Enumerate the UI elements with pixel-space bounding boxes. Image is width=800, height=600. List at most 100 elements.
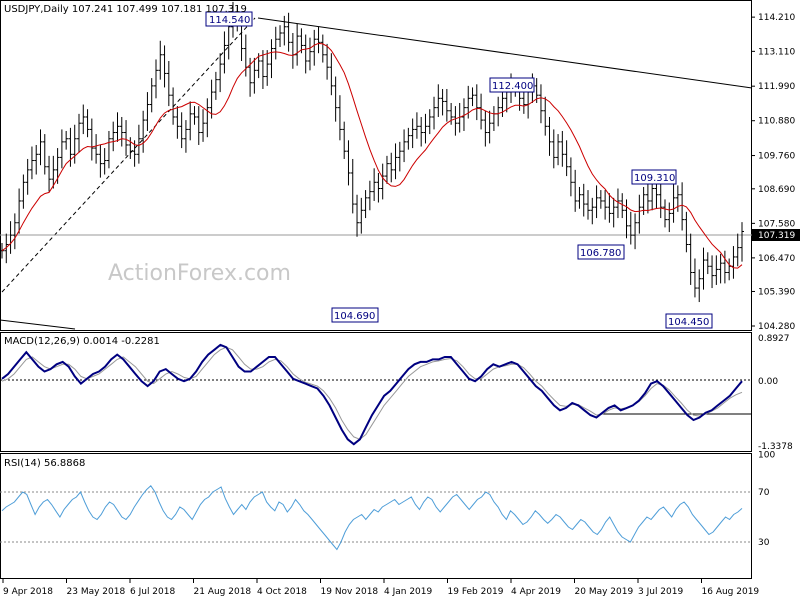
price-bar <box>393 143 398 180</box>
price-bar <box>449 102 454 125</box>
price-bar <box>568 157 573 197</box>
price-bar <box>171 87 176 125</box>
price-bar <box>192 106 197 125</box>
price-bar <box>115 112 120 142</box>
price-bar <box>560 130 565 167</box>
price-bar <box>350 158 355 214</box>
macd-y-axis: 0.8927 0.00 -1.3378 <box>758 334 793 452</box>
macd-y-tick-label: -1.3378 <box>758 442 793 452</box>
price-bar <box>4 233 9 264</box>
price-bar <box>179 112 184 149</box>
svg-text:112.400: 112.400 <box>492 81 533 92</box>
price-bar <box>201 109 206 142</box>
x-tick-label: 20 May 2019 <box>575 587 634 597</box>
price-bar <box>51 155 56 189</box>
price-bar <box>252 57 257 94</box>
x-tick-label: 4 Jan 2019 <box>384 587 432 597</box>
price-bar <box>380 163 385 200</box>
rsi-label: RSI(14) 56.8868 <box>4 458 85 469</box>
price-bar <box>590 197 595 225</box>
price-bar <box>106 130 111 169</box>
price-bar <box>72 124 77 164</box>
price-bar <box>278 25 283 47</box>
macd-panel-frame <box>0 332 752 452</box>
price-bar <box>735 233 740 267</box>
price-bar <box>410 118 415 149</box>
rsi-y-tick-label: 70 <box>758 488 770 498</box>
price-bar <box>145 92 150 131</box>
price-bar <box>406 127 411 150</box>
x-tick-label: 23 May 2018 <box>67 587 126 597</box>
rsi-line <box>1 485 743 551</box>
annotation-104-450: 104.450 <box>665 313 713 329</box>
price-bar <box>384 155 389 184</box>
price-bar <box>25 158 30 195</box>
price-y-tick-label: 114.210 <box>758 13 795 23</box>
svg-text:106.780: 106.780 <box>580 248 621 259</box>
macd-line <box>1 343 743 446</box>
price-bar <box>663 199 668 228</box>
price-bar <box>205 98 210 138</box>
price-bar <box>551 129 556 169</box>
price-bar <box>188 101 193 141</box>
price-bar <box>436 84 441 117</box>
x-tick-label: 9 Apr 2018 <box>3 587 53 597</box>
price-bar <box>141 110 146 153</box>
price-bar <box>329 53 334 96</box>
price-bar <box>175 106 180 139</box>
price-bar <box>414 112 419 139</box>
price-bar <box>265 50 270 86</box>
price-bar <box>376 172 381 203</box>
price-bar <box>307 37 312 71</box>
price-bar <box>209 79 214 119</box>
price-bar <box>153 59 158 99</box>
price-bar <box>89 118 94 161</box>
price-bar <box>363 190 368 219</box>
price-bar <box>17 188 22 234</box>
price-bar <box>538 84 543 124</box>
price-bar <box>98 144 103 178</box>
price-bar <box>282 15 287 46</box>
price-bar <box>419 116 424 147</box>
x-tick-label: 19 Nov 2018 <box>321 587 379 597</box>
annotation-112-400: 112.400 <box>489 77 535 93</box>
price-bar <box>320 34 325 63</box>
x-tick-label: 3 Jul 2019 <box>638 587 683 597</box>
price-bar <box>680 182 685 231</box>
price-bar <box>684 211 689 253</box>
price-bar <box>119 116 124 147</box>
price-bar <box>295 23 300 66</box>
price-bar <box>333 76 338 122</box>
price-bar <box>269 39 274 79</box>
price-y-tick-label: 104.280 <box>758 322 795 332</box>
price-bar <box>397 141 402 172</box>
price-bar <box>658 182 663 219</box>
price-bar <box>479 93 484 130</box>
price-bar <box>346 140 351 186</box>
price-bar <box>355 194 360 237</box>
x-tick-label: 21 Aug 2018 <box>194 587 252 597</box>
moving-average-line <box>1 42 743 269</box>
chart-header: USDJPY,Daily 107.241 107.499 107.181 107… <box>4 4 247 15</box>
price-bar <box>367 180 372 211</box>
support-trendline-left <box>0 319 76 330</box>
price-bar <box>607 193 612 223</box>
price-bar <box>359 197 364 234</box>
price-bar <box>183 120 188 153</box>
price-bar <box>286 12 291 52</box>
price-bar <box>432 96 437 130</box>
price-bar <box>299 28 304 54</box>
watermark: ActionForex.com <box>108 261 291 286</box>
rsi-y-tick-label: 30 <box>758 538 770 548</box>
price-bar <box>692 258 697 298</box>
price-bar <box>213 71 218 100</box>
price-bar <box>273 26 278 60</box>
price-bar <box>581 183 586 217</box>
price-bar <box>162 45 167 88</box>
price-bar <box>102 148 107 175</box>
price-bar <box>615 188 620 219</box>
price-bar <box>166 60 171 107</box>
price-bar <box>149 78 154 113</box>
price-bar <box>29 146 34 180</box>
